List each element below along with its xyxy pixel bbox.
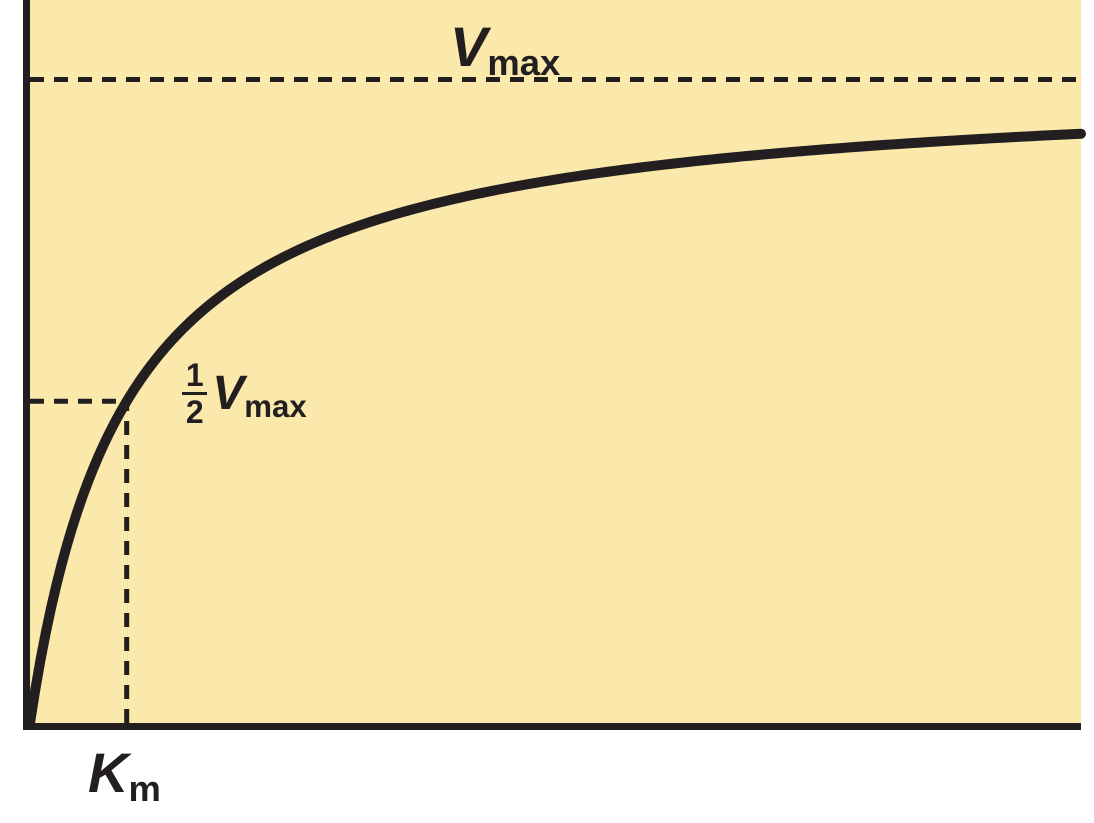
half-vmax-v: V <box>212 367 244 420</box>
vmax-label: Vmax <box>450 14 560 79</box>
vmax-sub: max <box>487 42 560 83</box>
half-vmax-sub: max <box>244 389 306 424</box>
km-k: K <box>88 741 128 804</box>
fraction-denominator: 2 <box>182 395 207 428</box>
half-vmax-label: 1 2 Vmax <box>182 362 307 430</box>
michaelis-menten-chart: Vmax 1 2 Vmax Km <box>0 0 1094 823</box>
km-label: Km <box>88 740 161 805</box>
km-sub: m <box>128 768 160 809</box>
fraction-numerator: 1 <box>182 359 207 395</box>
vmax-v: V <box>450 15 487 78</box>
half-fraction: 1 2 <box>182 359 207 427</box>
